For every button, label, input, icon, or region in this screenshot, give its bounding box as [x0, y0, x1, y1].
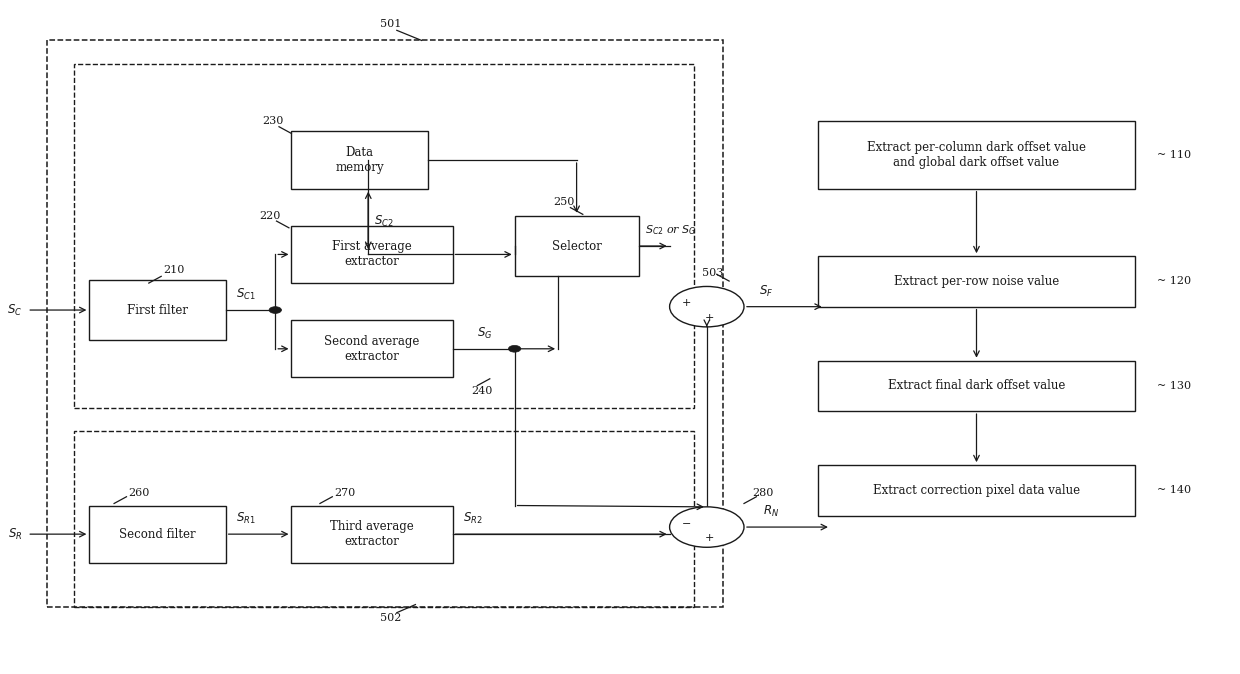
Text: +: +	[682, 299, 691, 308]
Text: $S_{C2}$ or $S_G$: $S_{C2}$ or $S_G$	[645, 223, 697, 237]
Text: First filter: First filter	[126, 303, 188, 317]
Text: 270: 270	[334, 489, 356, 498]
FancyBboxPatch shape	[818, 256, 1135, 307]
Text: Data
memory: Data memory	[335, 146, 384, 174]
Text: $S_G$: $S_G$	[477, 326, 492, 340]
Text: 240: 240	[471, 386, 492, 396]
FancyBboxPatch shape	[89, 280, 226, 340]
Text: Extract correction pixel data value: Extract correction pixel data value	[873, 484, 1080, 497]
Text: Second filter: Second filter	[119, 528, 196, 541]
Circle shape	[670, 507, 744, 547]
Text: Extract final dark offset value: Extract final dark offset value	[888, 379, 1065, 392]
FancyBboxPatch shape	[515, 216, 639, 276]
Text: Extract per-row noise value: Extract per-row noise value	[894, 275, 1059, 288]
Text: $R_N$: $R_N$	[763, 504, 779, 519]
Text: ~ 130: ~ 130	[1157, 381, 1192, 391]
Text: 503: 503	[702, 268, 724, 278]
Text: $S_{C2}$: $S_{C2}$	[374, 214, 394, 229]
Text: −: −	[682, 519, 691, 528]
Text: $S_F$: $S_F$	[759, 284, 774, 299]
Text: Extract per-column dark offset value
and global dark offset value: Extract per-column dark offset value and…	[867, 141, 1086, 169]
Text: $S_R$: $S_R$	[7, 526, 22, 542]
Text: 250: 250	[553, 197, 575, 207]
Text: Third average
extractor: Third average extractor	[330, 520, 414, 548]
FancyBboxPatch shape	[818, 121, 1135, 189]
Text: 501: 501	[379, 19, 402, 28]
Text: +: +	[704, 313, 714, 323]
Text: $S_{R1}$: $S_{R1}$	[236, 511, 255, 526]
FancyBboxPatch shape	[818, 465, 1135, 516]
Text: +: +	[704, 533, 714, 543]
Circle shape	[670, 286, 744, 327]
FancyBboxPatch shape	[291, 131, 428, 189]
Text: 280: 280	[751, 489, 774, 498]
Circle shape	[508, 345, 521, 352]
FancyBboxPatch shape	[818, 361, 1135, 411]
Text: ~ 110: ~ 110	[1157, 150, 1192, 160]
Text: 210: 210	[162, 265, 185, 274]
Text: Selector: Selector	[552, 239, 601, 253]
FancyBboxPatch shape	[291, 506, 453, 563]
Text: 502: 502	[379, 613, 402, 623]
Text: ~ 140: ~ 140	[1157, 485, 1192, 495]
Text: 220: 220	[259, 211, 281, 220]
FancyBboxPatch shape	[291, 226, 453, 283]
Text: 260: 260	[128, 489, 150, 498]
Circle shape	[269, 307, 281, 313]
Text: Second average
extractor: Second average extractor	[325, 335, 419, 363]
Text: ~ 120: ~ 120	[1157, 276, 1192, 286]
Text: 230: 230	[262, 117, 284, 126]
Text: $S_{R2}$: $S_{R2}$	[463, 511, 482, 526]
FancyBboxPatch shape	[89, 506, 226, 563]
Text: First average
extractor: First average extractor	[332, 241, 412, 268]
FancyBboxPatch shape	[291, 320, 453, 377]
Text: $S_C$: $S_C$	[7, 303, 22, 317]
Text: $S_{C1}$: $S_{C1}$	[236, 287, 255, 302]
